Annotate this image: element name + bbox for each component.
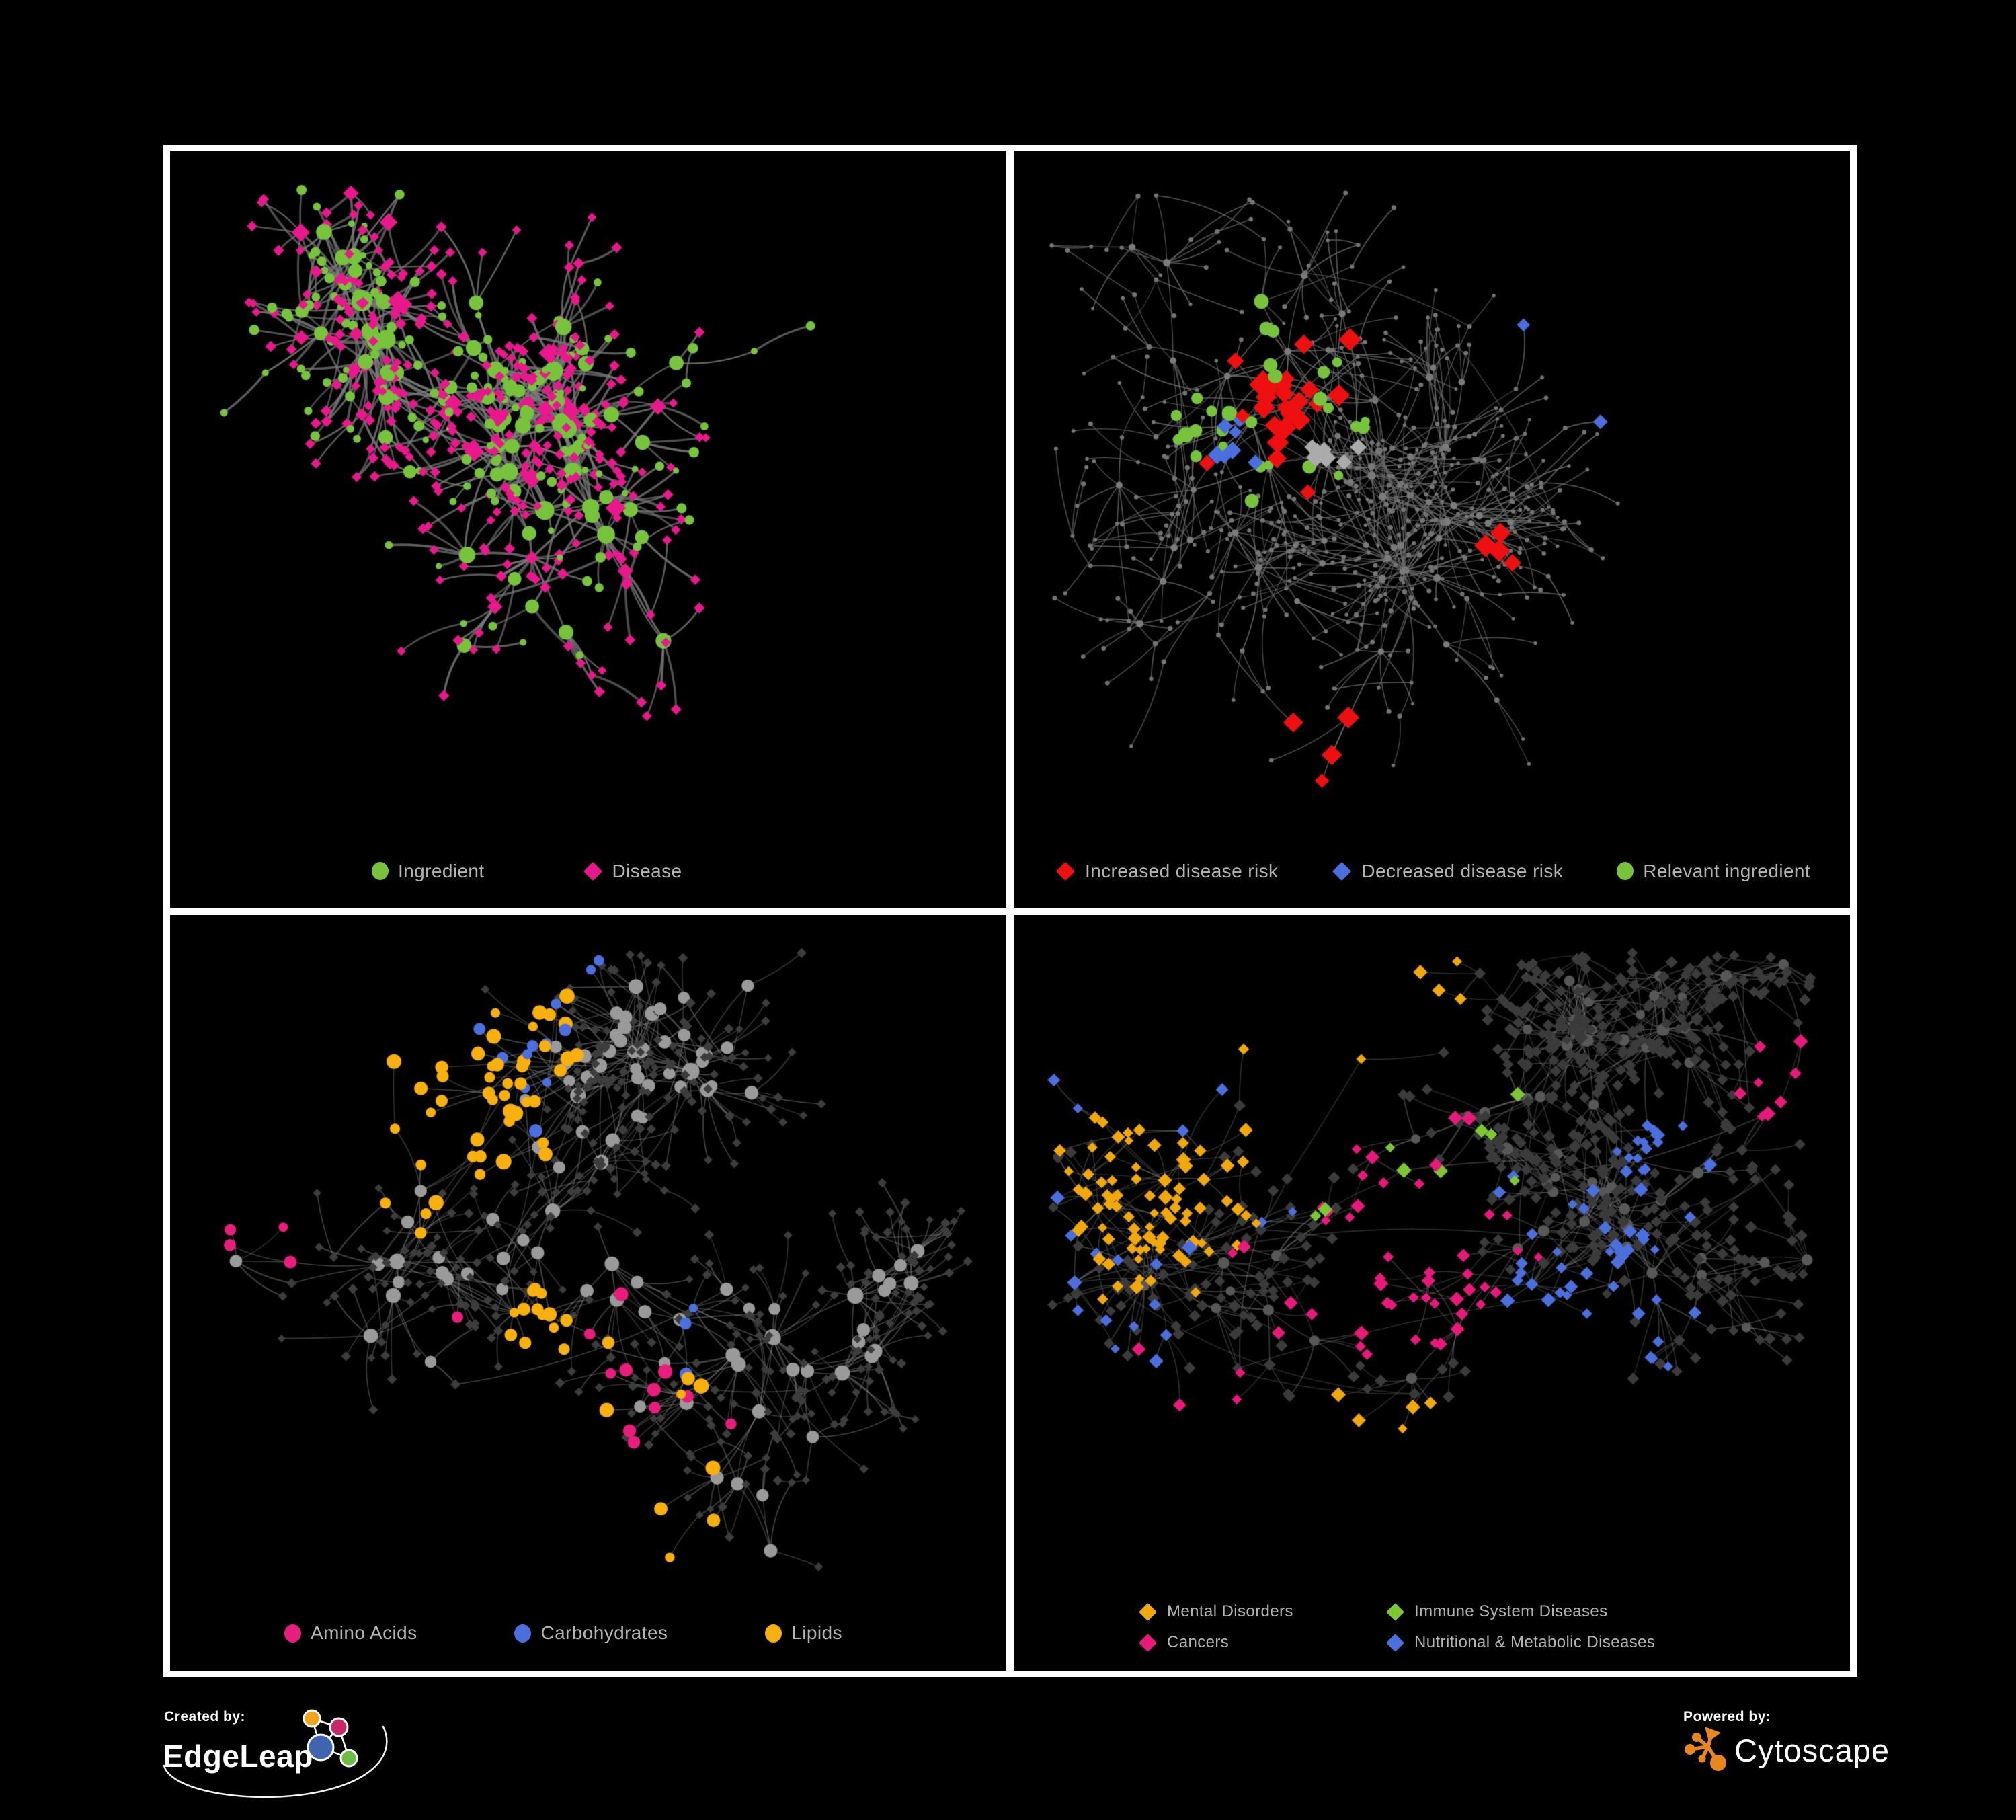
immune-system-diseases-swatch-icon bbox=[1386, 1602, 1404, 1621]
legend-label-increased-risk: Increased disease risk bbox=[1085, 860, 1279, 881]
legend-item-relevant-ingredient: Relevant ingredient bbox=[1617, 861, 1810, 882]
edgeleap-credit: Created by: EdgeLeap bbox=[161, 1705, 417, 1819]
ingredient-disease-legend: Ingredient Disease bbox=[372, 861, 682, 882]
nutrients-legend: Amino Acids Carbohydrates Lipids bbox=[284, 1622, 842, 1644]
cancers-swatch-icon bbox=[1139, 1633, 1157, 1652]
legend-item-mental-disorders: Mental Disorders bbox=[1138, 1602, 1385, 1621]
lipids-swatch-icon bbox=[765, 1624, 782, 1643]
disease-categories-network-canvas bbox=[1014, 914, 1850, 1671]
legend-item-lipids: Lipids bbox=[765, 1622, 842, 1644]
edgeleap-node-green bbox=[339, 1749, 358, 1768]
decreased-risk-swatch-icon bbox=[1332, 861, 1352, 881]
legend-label-lipids: Lipids bbox=[791, 1622, 842, 1643]
ingredient-disease-network-canvas bbox=[170, 151, 1006, 908]
legend-label-decreased-risk: Decreased disease risk bbox=[1361, 860, 1564, 881]
disease-categories-legend: Mental Disorders Immune System Diseases … bbox=[1138, 1602, 1655, 1652]
disease-swatch-icon bbox=[583, 861, 602, 881]
panel-nutrients-network: Amino Acids Carbohydrates Lipids bbox=[170, 914, 1006, 1671]
legend-item-amino-acids: Amino Acids bbox=[284, 1622, 417, 1644]
figure-grid: Ingredient Disease Increased disease ris… bbox=[163, 145, 1857, 1677]
edgeleap-brand-text: EdgeLeap bbox=[163, 1739, 313, 1774]
legend-item-immune-system-diseases: Immune System Diseases bbox=[1385, 1602, 1655, 1621]
edgeleap-node-pink bbox=[329, 1717, 349, 1737]
ingredient-swatch-icon bbox=[372, 862, 389, 880]
legend-label-cancers: Cancers bbox=[1167, 1633, 1229, 1651]
powered-by-label: Powered by: bbox=[1683, 1709, 1771, 1725]
legend-item-decreased-risk: Decreased disease risk bbox=[1332, 861, 1563, 882]
panel-ingredient-disease-network: Ingredient Disease bbox=[170, 151, 1006, 908]
legend-label-mental-disorders: Mental Disorders bbox=[1167, 1602, 1293, 1620]
cytoscape-brand-text: Cytoscape bbox=[1734, 1733, 1890, 1768]
panel-disease-categories-network: Mental Disorders Immune System Diseases … bbox=[1014, 914, 1850, 1671]
legend-label-relevant-ingredient: Relevant ingredient bbox=[1643, 860, 1811, 881]
legend-label-amino-acids: Amino Acids bbox=[311, 1622, 417, 1643]
legend-item-ingredient: Ingredient bbox=[372, 861, 485, 882]
legend-label-immune-system-diseases: Immune System Diseases bbox=[1414, 1602, 1608, 1620]
nutrients-network-canvas bbox=[170, 914, 1006, 1671]
disease-risk-network-canvas bbox=[1014, 151, 1850, 908]
amino-acids-swatch-icon bbox=[284, 1624, 301, 1643]
legend-label-nutritional-metabolic-diseases: Nutritional & Metabolic Diseases bbox=[1414, 1633, 1656, 1651]
edgeleap-logo: Created by: EdgeLeap bbox=[163, 1709, 388, 1798]
carbohydrates-swatch-icon bbox=[514, 1624, 532, 1643]
legend-item-nutritional-metabolic-diseases: Nutritional & Metabolic Diseases bbox=[1385, 1633, 1655, 1652]
edgeleap-swoosh bbox=[163, 1725, 388, 1798]
edgeleap-node-blue bbox=[307, 1733, 335, 1762]
legend-item-disease: Disease bbox=[583, 861, 682, 882]
disease-risk-legend: Increased disease risk Decreased disease… bbox=[1055, 861, 1810, 882]
legend-label-carbohydrates: Carbohydrates bbox=[540, 1622, 668, 1643]
created-by-label: Created by: bbox=[164, 1709, 245, 1725]
legend-item-increased-risk: Increased disease risk bbox=[1055, 861, 1278, 882]
cytoscape-logo: Powered by: Cytoscape bbox=[1683, 1709, 1890, 1771]
relevant-ingredient-swatch-icon bbox=[1617, 862, 1634, 880]
nutritional-metabolic-diseases-swatch-icon bbox=[1386, 1633, 1404, 1652]
edgeleap-node-orange bbox=[303, 1709, 321, 1728]
increased-risk-swatch-icon bbox=[1055, 861, 1076, 881]
mental-disorders-swatch-icon bbox=[1139, 1602, 1157, 1621]
cytoscape-glyph-nodes bbox=[1685, 1731, 1726, 1771]
legend-label-disease: Disease bbox=[612, 860, 682, 881]
panel-disease-risk-network: Increased disease risk Decreased disease… bbox=[1014, 151, 1850, 908]
legend-label-ingredient: Ingredient bbox=[398, 860, 485, 881]
legend-item-carbohydrates: Carbohydrates bbox=[514, 1622, 668, 1644]
legend-item-cancers: Cancers bbox=[1138, 1633, 1385, 1652]
cytoscape-credit: Powered by: Cytoscape bbox=[1677, 1705, 1898, 1792]
